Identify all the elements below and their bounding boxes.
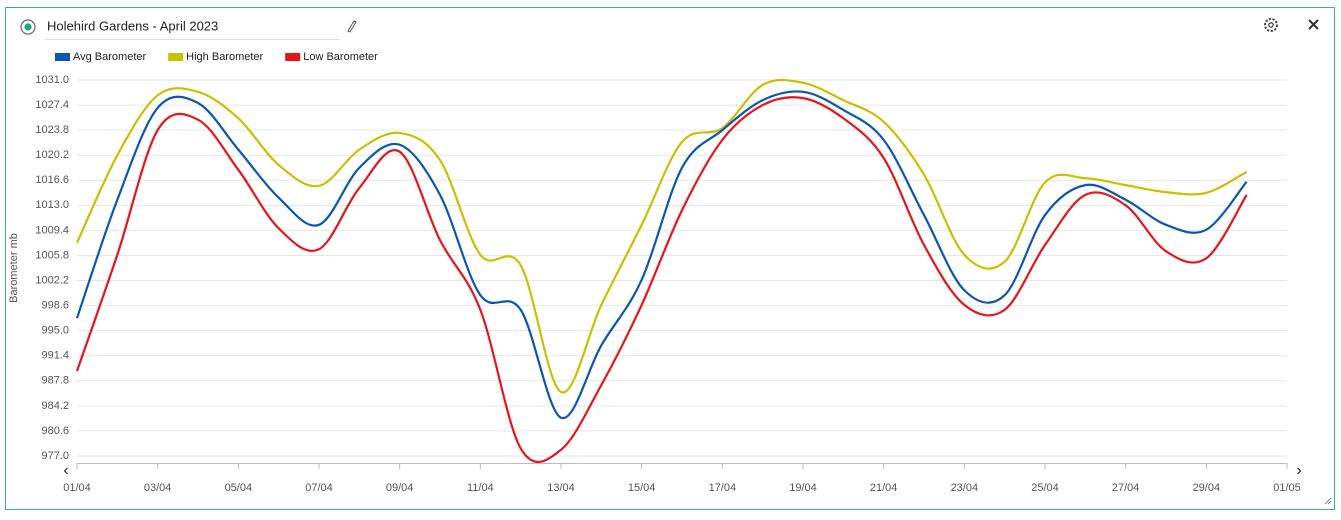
legend-label: Avg Barometer <box>73 51 147 63</box>
legend-label: Low Barometer <box>303 51 378 63</box>
x-tick-label: 03/04 <box>144 482 172 494</box>
x-tick-label: 09/04 <box>386 482 414 494</box>
series-line <box>75 96 1248 463</box>
y-tick-label: 1027.4 <box>35 99 69 111</box>
x-tick-label: 17/04 <box>709 482 737 494</box>
x-tick-label: 01/04 <box>63 482 91 494</box>
x-tick-label: 13/04 <box>547 482 575 494</box>
y-tick-label: 984.2 <box>41 400 69 412</box>
legend-label: High Barometer <box>186 51 263 63</box>
status-dot <box>24 23 32 31</box>
resize-handle[interactable] <box>1324 497 1332 505</box>
y-tick-label: 1016.6 <box>35 174 69 186</box>
x-tick-label: 27/04 <box>1112 482 1140 494</box>
scroll-left[interactable]: ‹ <box>63 462 68 479</box>
x-tick-label: 19/04 <box>789 482 817 494</box>
y-tick-label: 998.6 <box>41 300 69 312</box>
x-tick-label: 29/04 <box>1193 482 1221 494</box>
y-tick-label: 1013.0 <box>35 199 69 211</box>
widget-border <box>5 7 1335 510</box>
y-tick-label: 991.4 <box>41 350 69 362</box>
y-tick-label: 1005.8 <box>35 249 69 261</box>
legend-swatch <box>55 53 70 61</box>
y-tick-label: 1009.4 <box>35 224 69 236</box>
widget-title: Holehird Gardens - April 2023 <box>47 18 218 33</box>
y-tick-label: 977.0 <box>41 450 69 462</box>
x-tick-label: 01/05 <box>1273 482 1301 494</box>
x-tick-label: 05/04 <box>225 482 253 494</box>
y-tick-label: 1020.2 <box>35 149 69 161</box>
y-tick-label: 980.6 <box>41 425 69 437</box>
y-tick-label: 1031.0 <box>35 74 69 86</box>
legend-swatch <box>285 53 301 61</box>
y-tick-label: 987.8 <box>41 375 69 387</box>
settings-icon[interactable] <box>1264 18 1278 32</box>
legend-swatch <box>168 53 184 61</box>
edit-icon[interactable] <box>347 20 357 33</box>
x-tick-label: 23/04 <box>951 482 979 494</box>
x-tick-label: 25/04 <box>1031 482 1059 494</box>
x-tick-label: 11/04 <box>467 482 494 494</box>
y-tick-label: 1023.8 <box>35 124 69 136</box>
series-line <box>76 78 1248 394</box>
series-line <box>75 90 1248 419</box>
y-tick-label: 995.0 <box>41 325 69 337</box>
y-axis-label: Barometer mb <box>8 233 20 303</box>
y-tick-label: 1002.2 <box>35 274 69 286</box>
close-icon[interactable] <box>1308 19 1319 30</box>
scroll-right[interactable]: › <box>1296 462 1301 479</box>
x-tick-label: 21/04 <box>870 482 898 494</box>
x-tick-label: 15/04 <box>628 482 656 494</box>
x-tick-label: 07/04 <box>305 482 333 494</box>
